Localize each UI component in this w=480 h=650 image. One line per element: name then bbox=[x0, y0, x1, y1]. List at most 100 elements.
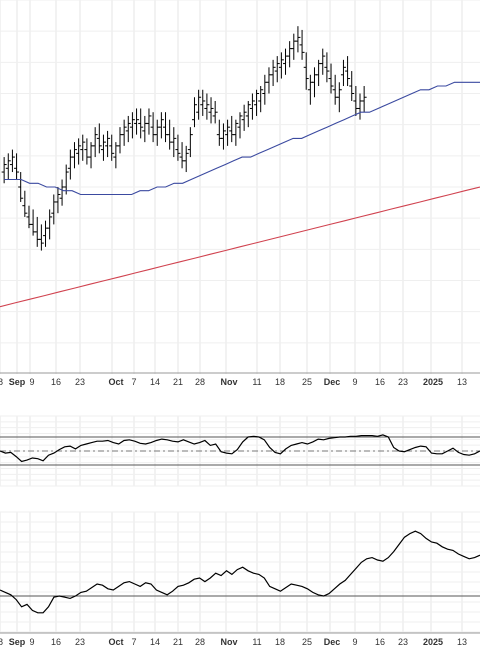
ohlc-bar bbox=[105, 130, 111, 158]
x-tick-label: 23 bbox=[398, 377, 408, 387]
ohlc-bar bbox=[129, 112, 135, 139]
x-tick-label: 28 bbox=[195, 637, 205, 647]
ohlc-bar bbox=[361, 86, 367, 113]
x-tick-label: 13 bbox=[457, 377, 467, 387]
x-tick-label: 21 bbox=[173, 637, 183, 647]
x-tick-label: 9 bbox=[352, 377, 357, 387]
ohlc-bar bbox=[299, 29, 305, 60]
ohlc-bar bbox=[71, 142, 77, 169]
ohlc-bar bbox=[216, 119, 222, 146]
x-tick-label: Dec bbox=[324, 377, 341, 387]
ohlc-bar bbox=[34, 216, 40, 247]
ohlc-bar bbox=[191, 97, 197, 128]
oscillator-line bbox=[0, 434, 480, 463]
ohlc-bar bbox=[340, 59, 346, 87]
x-tick-label: 16 bbox=[375, 377, 385, 387]
ohlc-bar bbox=[38, 224, 44, 251]
x-tick-label: Sep bbox=[9, 637, 26, 647]
ohlc-bar bbox=[9, 149, 15, 173]
ohlc-bar bbox=[47, 209, 53, 240]
ohlc-bar bbox=[283, 48, 289, 75]
ohlc-bar bbox=[67, 149, 73, 180]
x-tick-label: 21 bbox=[173, 377, 183, 387]
ohlc-bar bbox=[80, 134, 86, 161]
x-tick-label: Oct bbox=[108, 377, 123, 387]
ohlc-bar bbox=[175, 134, 181, 161]
ohlc-bar bbox=[100, 134, 106, 161]
ohlc-bar bbox=[59, 179, 65, 206]
ohlc-bar bbox=[274, 56, 280, 83]
oscillator-panel-2 bbox=[0, 511, 480, 633]
ohlc-bar bbox=[158, 112, 164, 139]
ohlc-bar bbox=[5, 153, 11, 180]
x-tick-label: 7 bbox=[131, 637, 136, 647]
ohlc-bar bbox=[266, 67, 272, 94]
ohlc-bar bbox=[345, 56, 351, 87]
ohlc-bar bbox=[278, 52, 284, 79]
ohlc-bar bbox=[245, 100, 251, 128]
ohlc-bar bbox=[200, 89, 206, 116]
x-tick-label: 16 bbox=[51, 377, 61, 387]
ohlc-bar bbox=[229, 115, 235, 143]
ohlc-bar bbox=[208, 97, 214, 124]
ohlc-bar bbox=[76, 138, 82, 165]
ohlc-bar bbox=[18, 172, 24, 202]
x-tick-label: 23 bbox=[398, 637, 408, 647]
x-axis-bottom: 8 Sep 9 16 23 Oct 7 14 21 28 Nov 11 18 25 Dec 9 16 23 2025… bbox=[0, 632, 480, 647]
x-tick-label: 9 bbox=[352, 637, 357, 647]
ohlc-bar bbox=[258, 86, 264, 113]
ohlc-bar bbox=[179, 142, 185, 169]
ohlc-bar bbox=[303, 52, 309, 90]
ohlc-bar bbox=[287, 41, 293, 68]
ohlc-bar bbox=[121, 119, 127, 146]
x-tick-label: Oct bbox=[108, 637, 123, 647]
x-tick-label: 25 bbox=[302, 377, 312, 387]
x-tick-label: 18 bbox=[275, 637, 285, 647]
ohlc-bar bbox=[22, 190, 28, 217]
ohlc-bar bbox=[225, 119, 231, 146]
x-tick-label: 8 bbox=[0, 377, 3, 387]
ohlc-bar bbox=[241, 104, 247, 131]
moving-average-blue bbox=[4, 81, 480, 196]
price-panel bbox=[0, 0, 480, 374]
ohlc-bar bbox=[1, 157, 7, 184]
x-tick-label: 16 bbox=[375, 637, 385, 647]
ohlc-bar bbox=[55, 187, 61, 214]
ohlc-bar bbox=[96, 123, 102, 154]
ohlc-bar bbox=[163, 112, 169, 143]
x-tick-label: 2025 bbox=[423, 637, 443, 647]
ohlc-bar bbox=[14, 153, 20, 180]
x-axis-price: 8 Sep 9 16 23 Oct 7 14 21 28 Nov 11 18 25 Dec 9 16 23 2025… bbox=[0, 372, 480, 387]
ohlc-bar bbox=[109, 134, 115, 161]
ohlc-bar bbox=[320, 48, 326, 75]
ohlc-bar bbox=[336, 82, 342, 113]
ohlc-bar bbox=[349, 71, 355, 101]
ohlc-bar bbox=[187, 127, 193, 158]
x-tick-label: 9 bbox=[29, 637, 34, 647]
ohlc-bar bbox=[196, 89, 202, 120]
ohlc-bar bbox=[233, 119, 239, 146]
ohlc-bar bbox=[204, 93, 210, 120]
x-tick-label: 11 bbox=[252, 637, 261, 647]
ohlc-bar bbox=[291, 33, 297, 60]
x-tick-label: 9 bbox=[29, 377, 34, 387]
x-tick-label: 23 bbox=[75, 637, 85, 647]
ohlc-bar bbox=[117, 127, 123, 154]
x-tick-label: 14 bbox=[150, 377, 160, 387]
ohlc-bar bbox=[212, 100, 218, 124]
ohlc-bar bbox=[63, 164, 69, 195]
ohlc-bar bbox=[328, 63, 334, 94]
x-tick-label: 28 bbox=[195, 377, 205, 387]
ohlc-bar bbox=[237, 112, 243, 139]
moving-average-red bbox=[0, 186, 480, 308]
ohlc-bar bbox=[295, 26, 301, 53]
ohlc-bar bbox=[183, 145, 189, 173]
oscillator-panel-1 bbox=[0, 415, 480, 487]
x-tick-label: 7 bbox=[131, 377, 136, 387]
x-tick-label: Sep bbox=[9, 377, 26, 387]
x-tick-label: Dec bbox=[324, 637, 341, 647]
ohlc-bar bbox=[254, 89, 260, 116]
ohlc-bar bbox=[357, 93, 363, 120]
x-tick-label: 8 bbox=[0, 637, 3, 647]
